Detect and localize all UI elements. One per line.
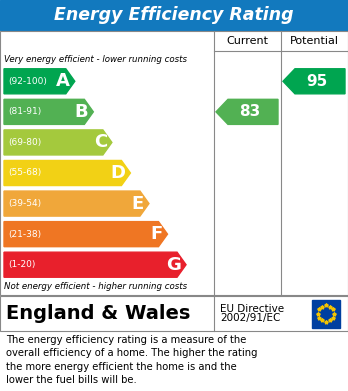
Text: The energy efficiency rating is a measure of the
overall efficiency of a home. T: The energy efficiency rating is a measur… xyxy=(6,335,258,385)
Text: 83: 83 xyxy=(239,104,261,119)
Text: (81-91): (81-91) xyxy=(8,108,41,117)
Text: Current: Current xyxy=(227,36,269,46)
Polygon shape xyxy=(4,191,149,216)
Polygon shape xyxy=(4,130,112,155)
Polygon shape xyxy=(4,160,130,186)
Text: (69-80): (69-80) xyxy=(8,138,41,147)
Text: D: D xyxy=(110,164,125,182)
Text: F: F xyxy=(150,225,163,243)
Text: Not energy efficient - higher running costs: Not energy efficient - higher running co… xyxy=(4,282,187,291)
Text: Potential: Potential xyxy=(290,36,339,46)
Text: (21-38): (21-38) xyxy=(8,230,41,239)
Text: (1-20): (1-20) xyxy=(8,260,35,269)
Text: B: B xyxy=(75,103,88,121)
Text: A: A xyxy=(56,72,70,90)
Text: Very energy efficient - lower running costs: Very energy efficient - lower running co… xyxy=(4,55,187,64)
Text: 2002/91/EC: 2002/91/EC xyxy=(220,314,280,323)
Text: E: E xyxy=(132,195,144,213)
Bar xyxy=(312,300,340,328)
Bar xyxy=(0,296,348,331)
Text: England & Wales: England & Wales xyxy=(6,304,190,323)
Text: G: G xyxy=(166,256,181,274)
Polygon shape xyxy=(216,99,278,124)
Polygon shape xyxy=(4,99,93,124)
Text: (92-100): (92-100) xyxy=(8,77,47,86)
Text: C: C xyxy=(94,133,107,151)
Text: (55-68): (55-68) xyxy=(8,169,41,178)
Polygon shape xyxy=(283,69,345,94)
Polygon shape xyxy=(4,69,75,94)
Text: 95: 95 xyxy=(306,74,327,89)
Polygon shape xyxy=(4,252,186,277)
Text: Energy Efficiency Rating: Energy Efficiency Rating xyxy=(54,6,294,24)
Polygon shape xyxy=(4,222,167,247)
Text: EU Directive: EU Directive xyxy=(220,303,284,314)
Text: (39-54): (39-54) xyxy=(8,199,41,208)
Bar xyxy=(0,0,348,30)
Bar xyxy=(0,31,348,295)
